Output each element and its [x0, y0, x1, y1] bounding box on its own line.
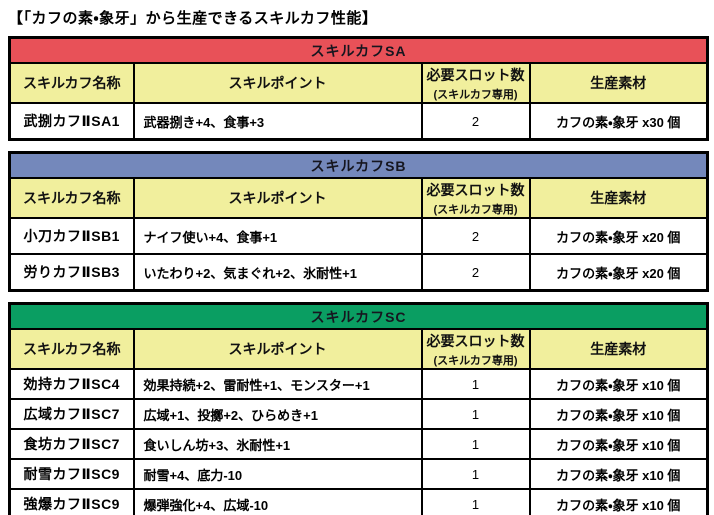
- column-header-name: スキルカフ名称: [8, 62, 135, 104]
- cuff-name: 強爆カフⅡSC9: [8, 488, 135, 515]
- cuff-materials: カフの素・象牙 x10 個: [528, 398, 709, 430]
- cuff-materials: カフの素・象牙 x20 個: [528, 253, 709, 292]
- cuff-name: 耐雪カフⅡSC9: [8, 458, 135, 490]
- table-row: 効持カフⅡSC4 効果持続+2、雷耐性+1、モンスター+1 1 カフの素・象牙 …: [8, 368, 709, 400]
- cuff-skills: 効果持続+2、雷耐性+1、モンスター+1: [132, 368, 423, 400]
- table-sc-header-row: スキルカフ名称 スキルポイント 必要スロット数 (スキルカフ専用) 生産素材: [8, 328, 709, 370]
- skill-cuff-table-sa: スキルカフSA スキルカフ名称 スキルポイント 必要スロット数 (スキルカフ専用)…: [8, 36, 710, 141]
- table-row: 強爆カフⅡSC9 爆弾強化+4、広域-10 1 カフの素・象牙 x10 個: [8, 488, 709, 515]
- cuff-name: 効持カフⅡSC4: [8, 368, 135, 400]
- column-header-slots-sub: (スキルカフ専用): [433, 203, 518, 216]
- cuff-slots: 1: [420, 458, 531, 490]
- column-header-skills: スキルポイント: [132, 177, 423, 219]
- column-header-slots-main: 必要スロット数: [426, 332, 525, 349]
- column-header-slots-sub: (スキルカフ専用): [433, 354, 518, 367]
- column-header-name: スキルカフ名称: [8, 328, 135, 370]
- cuff-materials: カフの素・象牙 x10 個: [528, 428, 709, 460]
- table-row: 広域カフⅡSC7 広域+1、投擲+2、ひらめき+1 1 カフの素・象牙 x10 …: [8, 398, 709, 430]
- cuff-slots: 2: [420, 217, 531, 255]
- cuff-slots: 1: [420, 398, 531, 430]
- column-header-slots-main: 必要スロット数: [426, 181, 525, 198]
- column-header-slots: 必要スロット数 (スキルカフ専用): [420, 62, 531, 104]
- skill-cuff-table-sb: スキルカフSB スキルカフ名称 スキルポイント 必要スロット数 (スキルカフ専用)…: [8, 151, 710, 292]
- skill-cuff-table-sc: スキルカフSC スキルカフ名称 スキルポイント 必要スロット数 (スキルカフ専用)…: [8, 302, 710, 515]
- column-header-slots-sub: (スキルカフ専用): [433, 88, 518, 101]
- cuff-skills: 武器捌き+4、食事+3: [132, 102, 423, 141]
- cuff-skills: 食いしん坊+3、氷耐性+1: [132, 428, 423, 460]
- cuff-name: 労りカフⅡSB3: [8, 253, 135, 292]
- table-sb-title-row: スキルカフSB: [8, 151, 709, 179]
- table-sa-title-row: スキルカフSA: [8, 36, 709, 64]
- cuff-skills: 耐雪+4、底力-10: [132, 458, 423, 490]
- column-header-materials: 生産素材: [528, 328, 709, 370]
- cuff-name: 小刀カフⅡSB1: [8, 217, 135, 255]
- cuff-slots: 2: [420, 102, 531, 141]
- table-sc-title-row: スキルカフSC: [8, 302, 709, 330]
- cuff-slots: 1: [420, 428, 531, 460]
- cuff-materials: カフの素・象牙 x10 個: [528, 368, 709, 400]
- cuff-slots: 1: [420, 368, 531, 400]
- column-header-skills: スキルポイント: [132, 62, 423, 104]
- cuff-skills: 広域+1、投擲+2、ひらめき+1: [132, 398, 423, 430]
- table-row: 労りカフⅡSB3 いたわり+2、気まぐれ+2、氷耐性+1 2 カフの素・象牙 x…: [8, 253, 709, 292]
- cuff-name: 武捌カフⅡSA1: [8, 102, 135, 141]
- cuff-slots: 1: [420, 488, 531, 515]
- table-row: 食坊カフⅡSC7 食いしん坊+3、氷耐性+1 1 カフの素・象牙 x10 個: [8, 428, 709, 460]
- table-row: 耐雪カフⅡSC9 耐雪+4、底力-10 1 カフの素・象牙 x10 個: [8, 458, 709, 490]
- column-header-slots-main: 必要スロット数: [426, 66, 525, 83]
- cuff-materials: カフの素・象牙 x20 個: [528, 217, 709, 255]
- table-sa-header-row: スキルカフ名称 スキルポイント 必要スロット数 (スキルカフ専用) 生産素材: [8, 62, 709, 104]
- column-header-skills: スキルポイント: [132, 328, 423, 370]
- cuff-materials: カフの素・象牙 x30 個: [528, 102, 709, 141]
- table-row: 武捌カフⅡSA1 武器捌き+4、食事+3 2 カフの素・象牙 x30 個: [8, 102, 709, 141]
- cuff-skills: ナイフ使い+4、食事+1: [132, 217, 423, 255]
- cuff-name: 広域カフⅡSC7: [8, 398, 135, 430]
- column-header-materials: 生産素材: [528, 177, 709, 219]
- table-sb-title: スキルカフSB: [8, 151, 709, 179]
- table-row: 小刀カフⅡSB1 ナイフ使い+4、食事+1 2 カフの素・象牙 x20 個: [8, 217, 709, 255]
- cuff-skills: 爆弾強化+4、広域-10: [132, 488, 423, 515]
- table-sb-header-row: スキルカフ名称 スキルポイント 必要スロット数 (スキルカフ専用) 生産素材: [8, 177, 709, 219]
- table-sa-title: スキルカフSA: [8, 36, 709, 64]
- cuff-materials: カフの素・象牙 x10 個: [528, 488, 709, 515]
- cuff-skills: いたわり+2、気まぐれ+2、氷耐性+1: [132, 253, 423, 292]
- table-sc-title: スキルカフSC: [8, 302, 709, 330]
- column-header-materials: 生産素材: [528, 62, 709, 104]
- column-header-slots: 必要スロット数 (スキルカフ専用): [420, 328, 531, 370]
- column-header-name: スキルカフ名称: [8, 177, 135, 219]
- page-title: 【「カフの素・象牙」から生産できるスキルカフ性能】: [8, 10, 378, 27]
- cuff-slots: 2: [420, 253, 531, 292]
- cuff-name: 食坊カフⅡSC7: [8, 428, 135, 460]
- column-header-slots: 必要スロット数 (スキルカフ専用): [420, 177, 531, 219]
- cuff-materials: カフの素・象牙 x10 個: [528, 458, 709, 490]
